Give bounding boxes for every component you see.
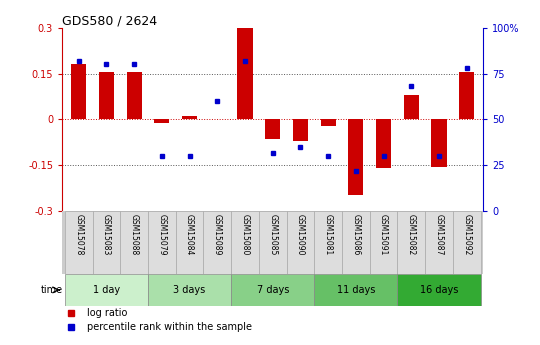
Text: percentile rank within the sample: percentile rank within the sample bbox=[87, 322, 252, 332]
Bar bbox=[65, 211, 92, 274]
Bar bbox=[293, 119, 308, 141]
Text: GSM15082: GSM15082 bbox=[407, 215, 416, 256]
Text: GSM15086: GSM15086 bbox=[352, 215, 360, 256]
Bar bbox=[376, 119, 391, 168]
Text: log ratio: log ratio bbox=[87, 308, 128, 318]
Bar bbox=[71, 65, 86, 119]
Bar bbox=[431, 119, 447, 167]
Text: 3 days: 3 days bbox=[173, 285, 206, 295]
Text: GSM15085: GSM15085 bbox=[268, 215, 277, 256]
Bar bbox=[287, 211, 314, 274]
Text: GSM15091: GSM15091 bbox=[379, 215, 388, 256]
Text: GSM15092: GSM15092 bbox=[462, 215, 471, 256]
Bar bbox=[342, 211, 370, 274]
Bar bbox=[238, 28, 253, 119]
Bar bbox=[403, 95, 419, 119]
Bar bbox=[126, 72, 142, 119]
Bar bbox=[182, 116, 197, 119]
Bar bbox=[148, 211, 176, 274]
Text: GSM15078: GSM15078 bbox=[74, 215, 83, 256]
Bar bbox=[265, 119, 280, 139]
Text: 16 days: 16 days bbox=[420, 285, 458, 295]
Text: 7 days: 7 days bbox=[256, 285, 289, 295]
Bar bbox=[314, 274, 397, 306]
Bar bbox=[259, 211, 287, 274]
Bar bbox=[348, 119, 363, 195]
Bar bbox=[99, 72, 114, 119]
Text: GSM15080: GSM15080 bbox=[240, 215, 249, 256]
Text: GSM15083: GSM15083 bbox=[102, 215, 111, 256]
Text: GSM15079: GSM15079 bbox=[157, 215, 166, 256]
Bar bbox=[92, 211, 120, 274]
Bar bbox=[397, 274, 481, 306]
Text: 1 day: 1 day bbox=[93, 285, 120, 295]
Bar bbox=[120, 211, 148, 274]
Bar bbox=[453, 211, 481, 274]
Text: GSM15088: GSM15088 bbox=[130, 215, 139, 256]
Text: GDS580 / 2624: GDS580 / 2624 bbox=[62, 14, 157, 28]
Bar bbox=[65, 274, 148, 306]
Bar bbox=[370, 211, 397, 274]
Text: time: time bbox=[40, 285, 63, 295]
Bar bbox=[176, 211, 204, 274]
Text: GSM15089: GSM15089 bbox=[213, 215, 222, 256]
Text: GSM15084: GSM15084 bbox=[185, 215, 194, 256]
Bar bbox=[148, 274, 231, 306]
Text: 11 days: 11 days bbox=[336, 285, 375, 295]
Bar bbox=[459, 72, 474, 119]
Bar bbox=[321, 119, 336, 126]
Text: GSM15087: GSM15087 bbox=[435, 215, 443, 256]
Bar bbox=[231, 211, 259, 274]
Bar bbox=[204, 211, 231, 274]
Bar bbox=[314, 211, 342, 274]
Bar bbox=[397, 211, 425, 274]
Bar bbox=[154, 119, 170, 122]
Bar bbox=[425, 211, 453, 274]
Bar bbox=[231, 274, 314, 306]
Text: GSM15090: GSM15090 bbox=[296, 215, 305, 256]
Text: GSM15081: GSM15081 bbox=[323, 215, 333, 256]
